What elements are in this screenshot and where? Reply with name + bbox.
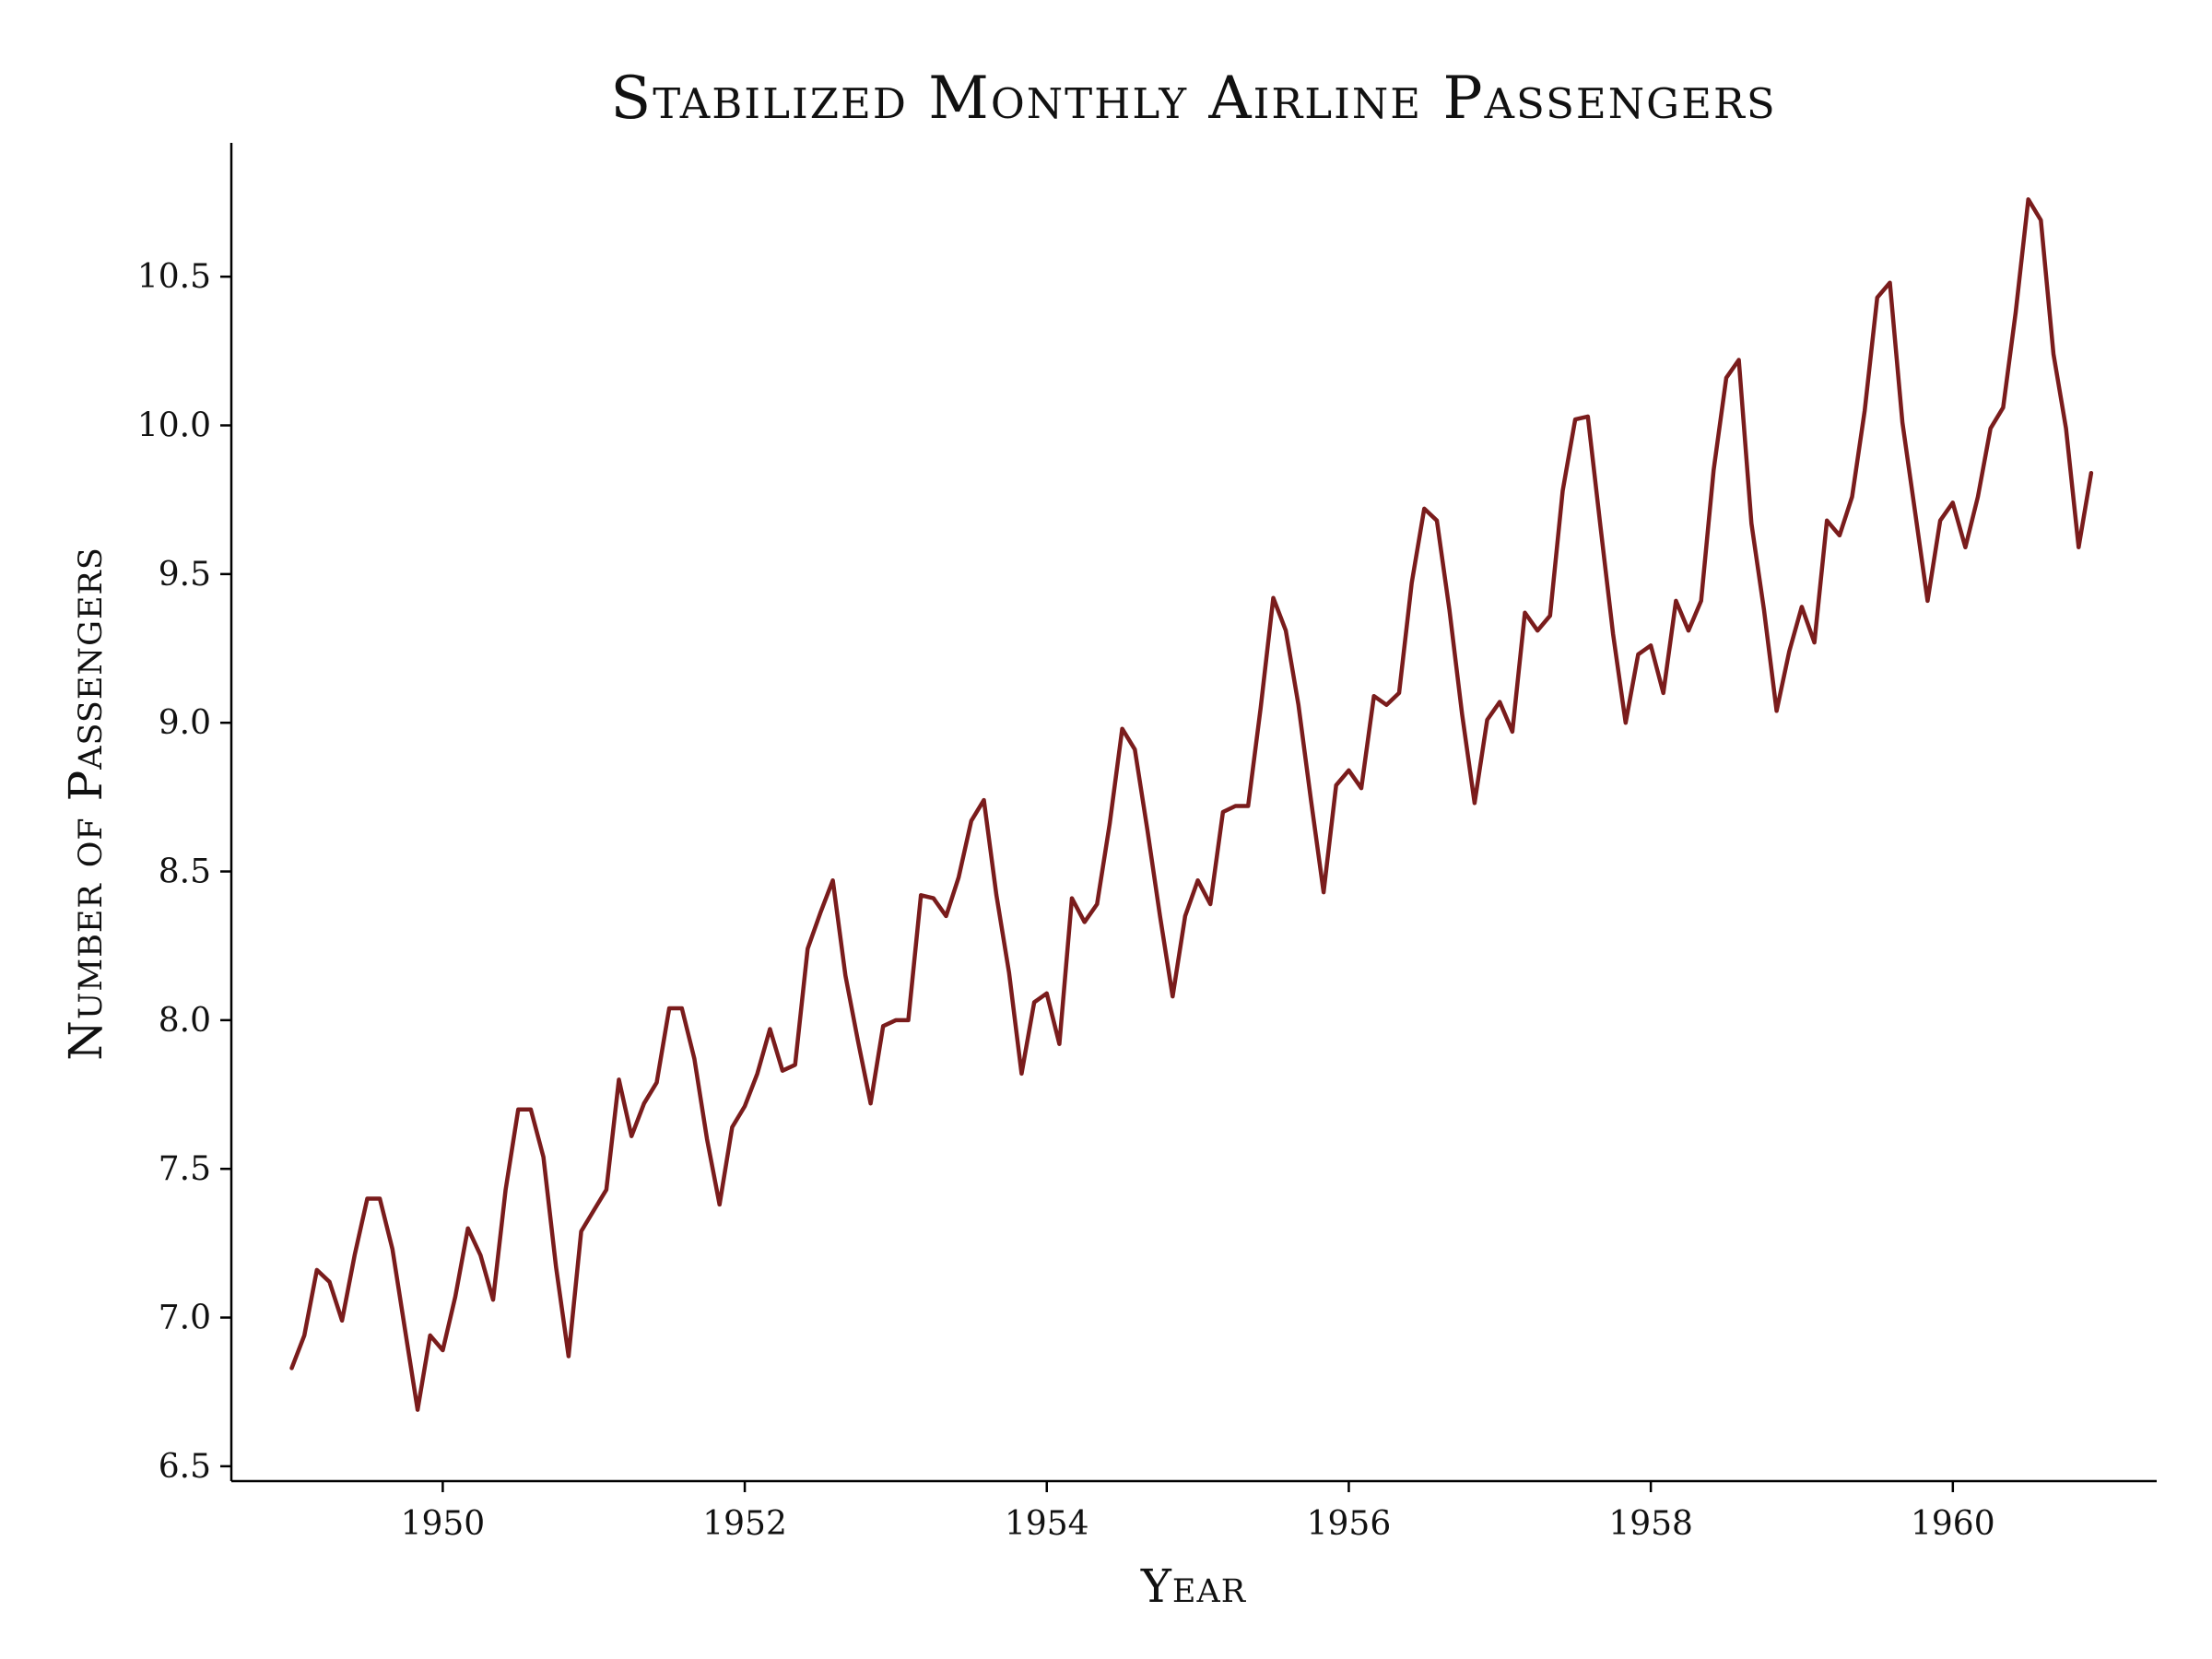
x-tick-label: 1958 (1608, 1505, 1693, 1543)
y-tick-label: 10.5 (137, 258, 211, 296)
x-tick-label: 1952 (702, 1505, 787, 1543)
y-tick-label: 9.0 (159, 704, 211, 742)
y-tick-label: 8.5 (159, 853, 211, 891)
y-tick-label: 7.0 (159, 1300, 211, 1337)
chart-title: Stabilized Monthly Airline Passengers (610, 65, 1776, 133)
x-axis-label: Year (1140, 1559, 1247, 1613)
series-layer (289, 197, 2094, 1412)
y-axis-label: Number of Passengers (59, 547, 112, 1061)
x-axis-ticks: 1950 1952 1954 1956 1958 1960 (401, 1481, 1995, 1543)
series-line-0 (289, 197, 2094, 1412)
x-tick-label: 1954 (1005, 1505, 1089, 1543)
y-tick-label: 7.5 (159, 1150, 211, 1188)
x-tick-label: 1956 (1307, 1505, 1392, 1543)
y-tick-label: 6.5 (159, 1448, 211, 1486)
x-tick-label: 1950 (401, 1505, 486, 1543)
x-tick-label: 1960 (1911, 1505, 1995, 1543)
y-tick-label: 9.5 (159, 556, 211, 594)
y-tick-label: 10.0 (137, 407, 211, 445)
y-axis-ticks: 6.5 7.0 7.5 8.0 8.5 9.0 9.5 10.0 10.5 (137, 258, 231, 1486)
y-tick-label: 8.0 (159, 1002, 211, 1040)
